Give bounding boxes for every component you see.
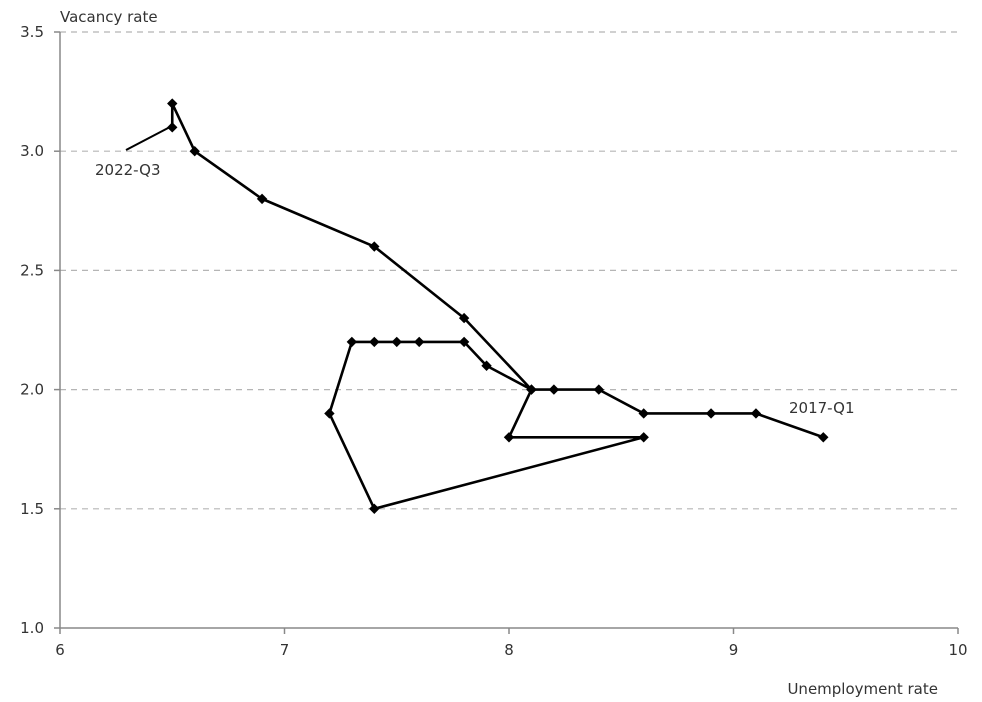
data-point xyxy=(818,432,829,443)
data-point xyxy=(391,336,402,348)
annotation-2017-q1: 2017-Q1 xyxy=(789,399,855,417)
annotation-2022-q3: 2022-Q3 xyxy=(95,161,161,179)
data-point xyxy=(503,432,515,443)
data-point xyxy=(638,408,649,419)
annotation-leader-2022-q3 xyxy=(125,126,171,151)
x-tick-label: 7 xyxy=(280,641,290,659)
y-axis-title: Vacancy rate xyxy=(60,8,158,26)
data-point xyxy=(369,503,380,514)
ticks: 1.0 1.5 2.0 2.5 3.0 3.5 6 7 8 9 10 xyxy=(20,23,967,659)
data-point xyxy=(414,336,425,348)
data-point xyxy=(750,408,762,419)
annotations: 2022-Q3 2017-Q1 xyxy=(95,126,855,417)
y-tick-label: 1.0 xyxy=(20,619,44,637)
data-point xyxy=(458,336,470,348)
data-point xyxy=(167,98,178,109)
data-point xyxy=(189,146,200,157)
data-point xyxy=(548,384,560,395)
data-point xyxy=(369,336,380,348)
y-tick-label: 2.0 xyxy=(20,381,44,399)
data-point xyxy=(593,384,604,395)
data-point xyxy=(369,241,380,252)
series xyxy=(167,98,829,514)
y-tick-label: 1.5 xyxy=(20,500,44,518)
data-point xyxy=(638,432,649,443)
series-line xyxy=(170,102,824,511)
x-axis-title: Unemployment rate xyxy=(787,680,938,698)
data-point xyxy=(256,193,268,205)
data-point xyxy=(526,384,537,395)
data-point xyxy=(458,312,470,324)
axes: Vacancy rate Unemployment rate xyxy=(59,8,958,698)
x-tick-label: 9 xyxy=(729,641,739,659)
data-point xyxy=(167,122,178,133)
data-point xyxy=(324,408,335,419)
y-tick-label: 2.5 xyxy=(20,261,44,279)
grid xyxy=(60,31,958,510)
y-tick-label: 3.5 xyxy=(20,23,44,41)
x-tick-label: 8 xyxy=(504,641,514,659)
y-tick-label: 3.0 xyxy=(20,142,44,160)
data-point xyxy=(481,360,492,371)
data-point xyxy=(346,336,358,348)
x-tick-label: 6 xyxy=(55,641,65,659)
data-point xyxy=(705,408,717,419)
x-tick-label: 10 xyxy=(948,641,967,659)
